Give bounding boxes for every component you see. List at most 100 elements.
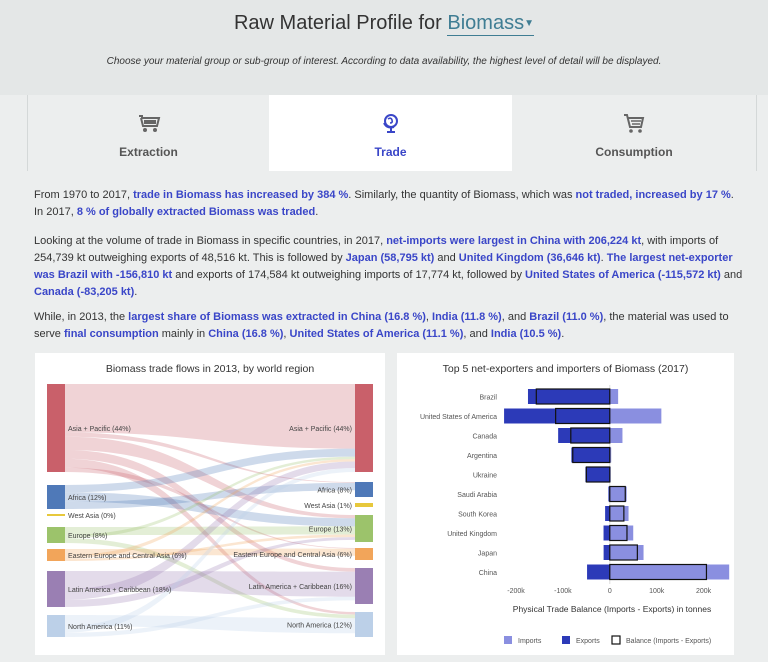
sankey-flow[interactable] [65, 448, 355, 493]
sankey-node-target[interactable] [355, 482, 373, 497]
category-label: Saudi Arabia [457, 492, 497, 499]
sankey-node-source[interactable] [47, 571, 65, 607]
sankey-node-source[interactable] [47, 514, 65, 516]
balance-bar[interactable] [609, 524, 628, 542]
imports-bar[interactable] [609, 486, 627, 502]
sankey-node-target[interactable] [355, 612, 373, 637]
sankey-node-target[interactable] [355, 568, 373, 604]
text-run: and [720, 269, 743, 281]
wheelbarrow-icon [28, 111, 269, 135]
balance-bar[interactable] [609, 505, 625, 522]
highlight-run: The largest net-exporter was Brazil with… [34, 252, 733, 281]
imports-bar[interactable] [609, 525, 634, 541]
tab-trade[interactable]: Trade [269, 95, 512, 171]
sankey-flow[interactable] [65, 450, 355, 572]
tab-bar: Extraction Trade Consumption [0, 95, 768, 171]
sankey-node-source[interactable] [47, 615, 65, 637]
summary-paragraph-3: While, in 2013, the largest share of Bio… [34, 309, 746, 343]
imports-bar[interactable] [609, 506, 629, 521]
legend-label[interactable]: Balance (Imports - Exports) [626, 638, 711, 645]
sankey-node-source[interactable] [47, 485, 65, 509]
tab-consumption[interactable]: Consumption [512, 95, 756, 171]
trade-balance-chart[interactable]: Brazil United States of America Canada Arge… [397, 353, 734, 655]
balance-bar[interactable] [535, 388, 611, 405]
sankey-flow[interactable] [65, 456, 355, 539]
exports-bar[interactable] [605, 506, 610, 521]
balance-bar[interactable] [555, 407, 611, 425]
exports-bar[interactable] [527, 389, 610, 404]
summary-paragraph-1: From 1970 to 2017, trade in Biomass has … [34, 187, 746, 221]
sankey-flow[interactable] [65, 467, 355, 549]
material-dropdown[interactable]: Biomass▼ [447, 12, 534, 36]
sankey-flow[interactable] [65, 492, 355, 527]
sankey-flow[interactable] [65, 534, 355, 561]
highlight-run: not traded, increased by 17 % [575, 189, 731, 201]
sankey-flow[interactable] [65, 432, 355, 483]
sankey-node-label: Africa (12%) [68, 495, 107, 502]
sankey-flow[interactable] [65, 526, 355, 535]
globe-icon [269, 111, 512, 135]
legend-exports-swatch [562, 636, 570, 644]
sankey-flow[interactable] [65, 538, 355, 619]
highlight-run: China (16.8 %) [208, 328, 284, 340]
legend-label[interactable]: Exports [576, 638, 600, 645]
imports-bar[interactable] [609, 447, 612, 463]
trade-content: From 1970 to 2017, trade in Biomass has … [0, 171, 768, 662]
text-run: , and [463, 328, 491, 340]
tab-extraction[interactable]: Extraction [28, 95, 269, 171]
exports-bar[interactable] [571, 447, 610, 463]
text-run: and [434, 252, 459, 264]
sankey-node-target[interactable] [355, 384, 373, 472]
highlight-run: Canada (-83,205 kt) [34, 286, 135, 298]
exports-bar[interactable] [585, 467, 610, 482]
text-run: . Similarly, the quantity of Biomass, wh… [348, 189, 576, 201]
sankey-flow[interactable] [65, 459, 355, 559]
sankey-flow[interactable] [65, 384, 355, 449]
sankey-node-target[interactable] [355, 515, 373, 542]
highlight-run: largest share of Biomass was extracted i… [128, 311, 426, 323]
sankey-flow[interactable] [65, 615, 355, 634]
sankey-flow[interactable] [65, 482, 355, 509]
exports-bar[interactable] [558, 428, 610, 443]
exports-bar[interactable] [603, 545, 610, 560]
sankey-flow[interactable] [65, 571, 355, 597]
sankey-flow[interactable] [65, 596, 355, 637]
sankey-node-target[interactable] [355, 503, 373, 507]
sankey-node-source[interactable] [47, 549, 65, 561]
exports-bar[interactable] [603, 525, 610, 541]
balance-bar[interactable] [585, 466, 611, 483]
exports-bar[interactable] [587, 564, 610, 580]
imports-bar[interactable] [609, 428, 623, 443]
legend-label[interactable]: Imports [518, 638, 542, 645]
sankey-flow[interactable] [65, 458, 355, 615]
balance-bar[interactable] [570, 427, 611, 444]
text-run: . [134, 286, 138, 298]
sankey-flow[interactable] [65, 467, 355, 633]
imports-bar[interactable] [609, 545, 644, 560]
sankey-node-source[interactable] [47, 384, 65, 472]
sankey-diagram[interactable]: Asia + Pacific (44%) Africa (12%) West Asi… [35, 353, 385, 655]
text-run: , with imports of 254,739 kt outweighing… [34, 235, 719, 264]
text-run: , and [501, 311, 530, 323]
imports-bar[interactable] [609, 389, 619, 404]
text-run: . [600, 252, 607, 264]
sankey-node-label: Latin America + Caribbean (16%) [249, 584, 352, 591]
sankey-node-label: Asia + Pacific (44%) [289, 426, 352, 433]
balance-bar[interactable] [572, 446, 611, 464]
imports-bar[interactable] [609, 408, 662, 424]
material-label: Biomass [447, 12, 525, 34]
sankey-node-target[interactable] [355, 548, 373, 560]
sankey-flow[interactable] [65, 461, 355, 600]
sankey-flow[interactable] [65, 548, 355, 556]
sankey-flow[interactable] [65, 436, 355, 519]
sankey-flow[interactable] [65, 537, 355, 607]
exports-bar[interactable] [504, 408, 610, 424]
balance-bar[interactable] [609, 544, 638, 561]
highlight-run: net-imports were largest in China with 2… [386, 235, 642, 247]
exports-bar[interactable] [608, 486, 610, 502]
balance-bar[interactable] [609, 563, 708, 581]
imports-bar[interactable] [609, 564, 730, 580]
sankey-node-source[interactable] [47, 527, 65, 543]
sankey-node-label: Asia + Pacific (44%) [68, 426, 131, 433]
balance-bar[interactable] [609, 485, 626, 503]
